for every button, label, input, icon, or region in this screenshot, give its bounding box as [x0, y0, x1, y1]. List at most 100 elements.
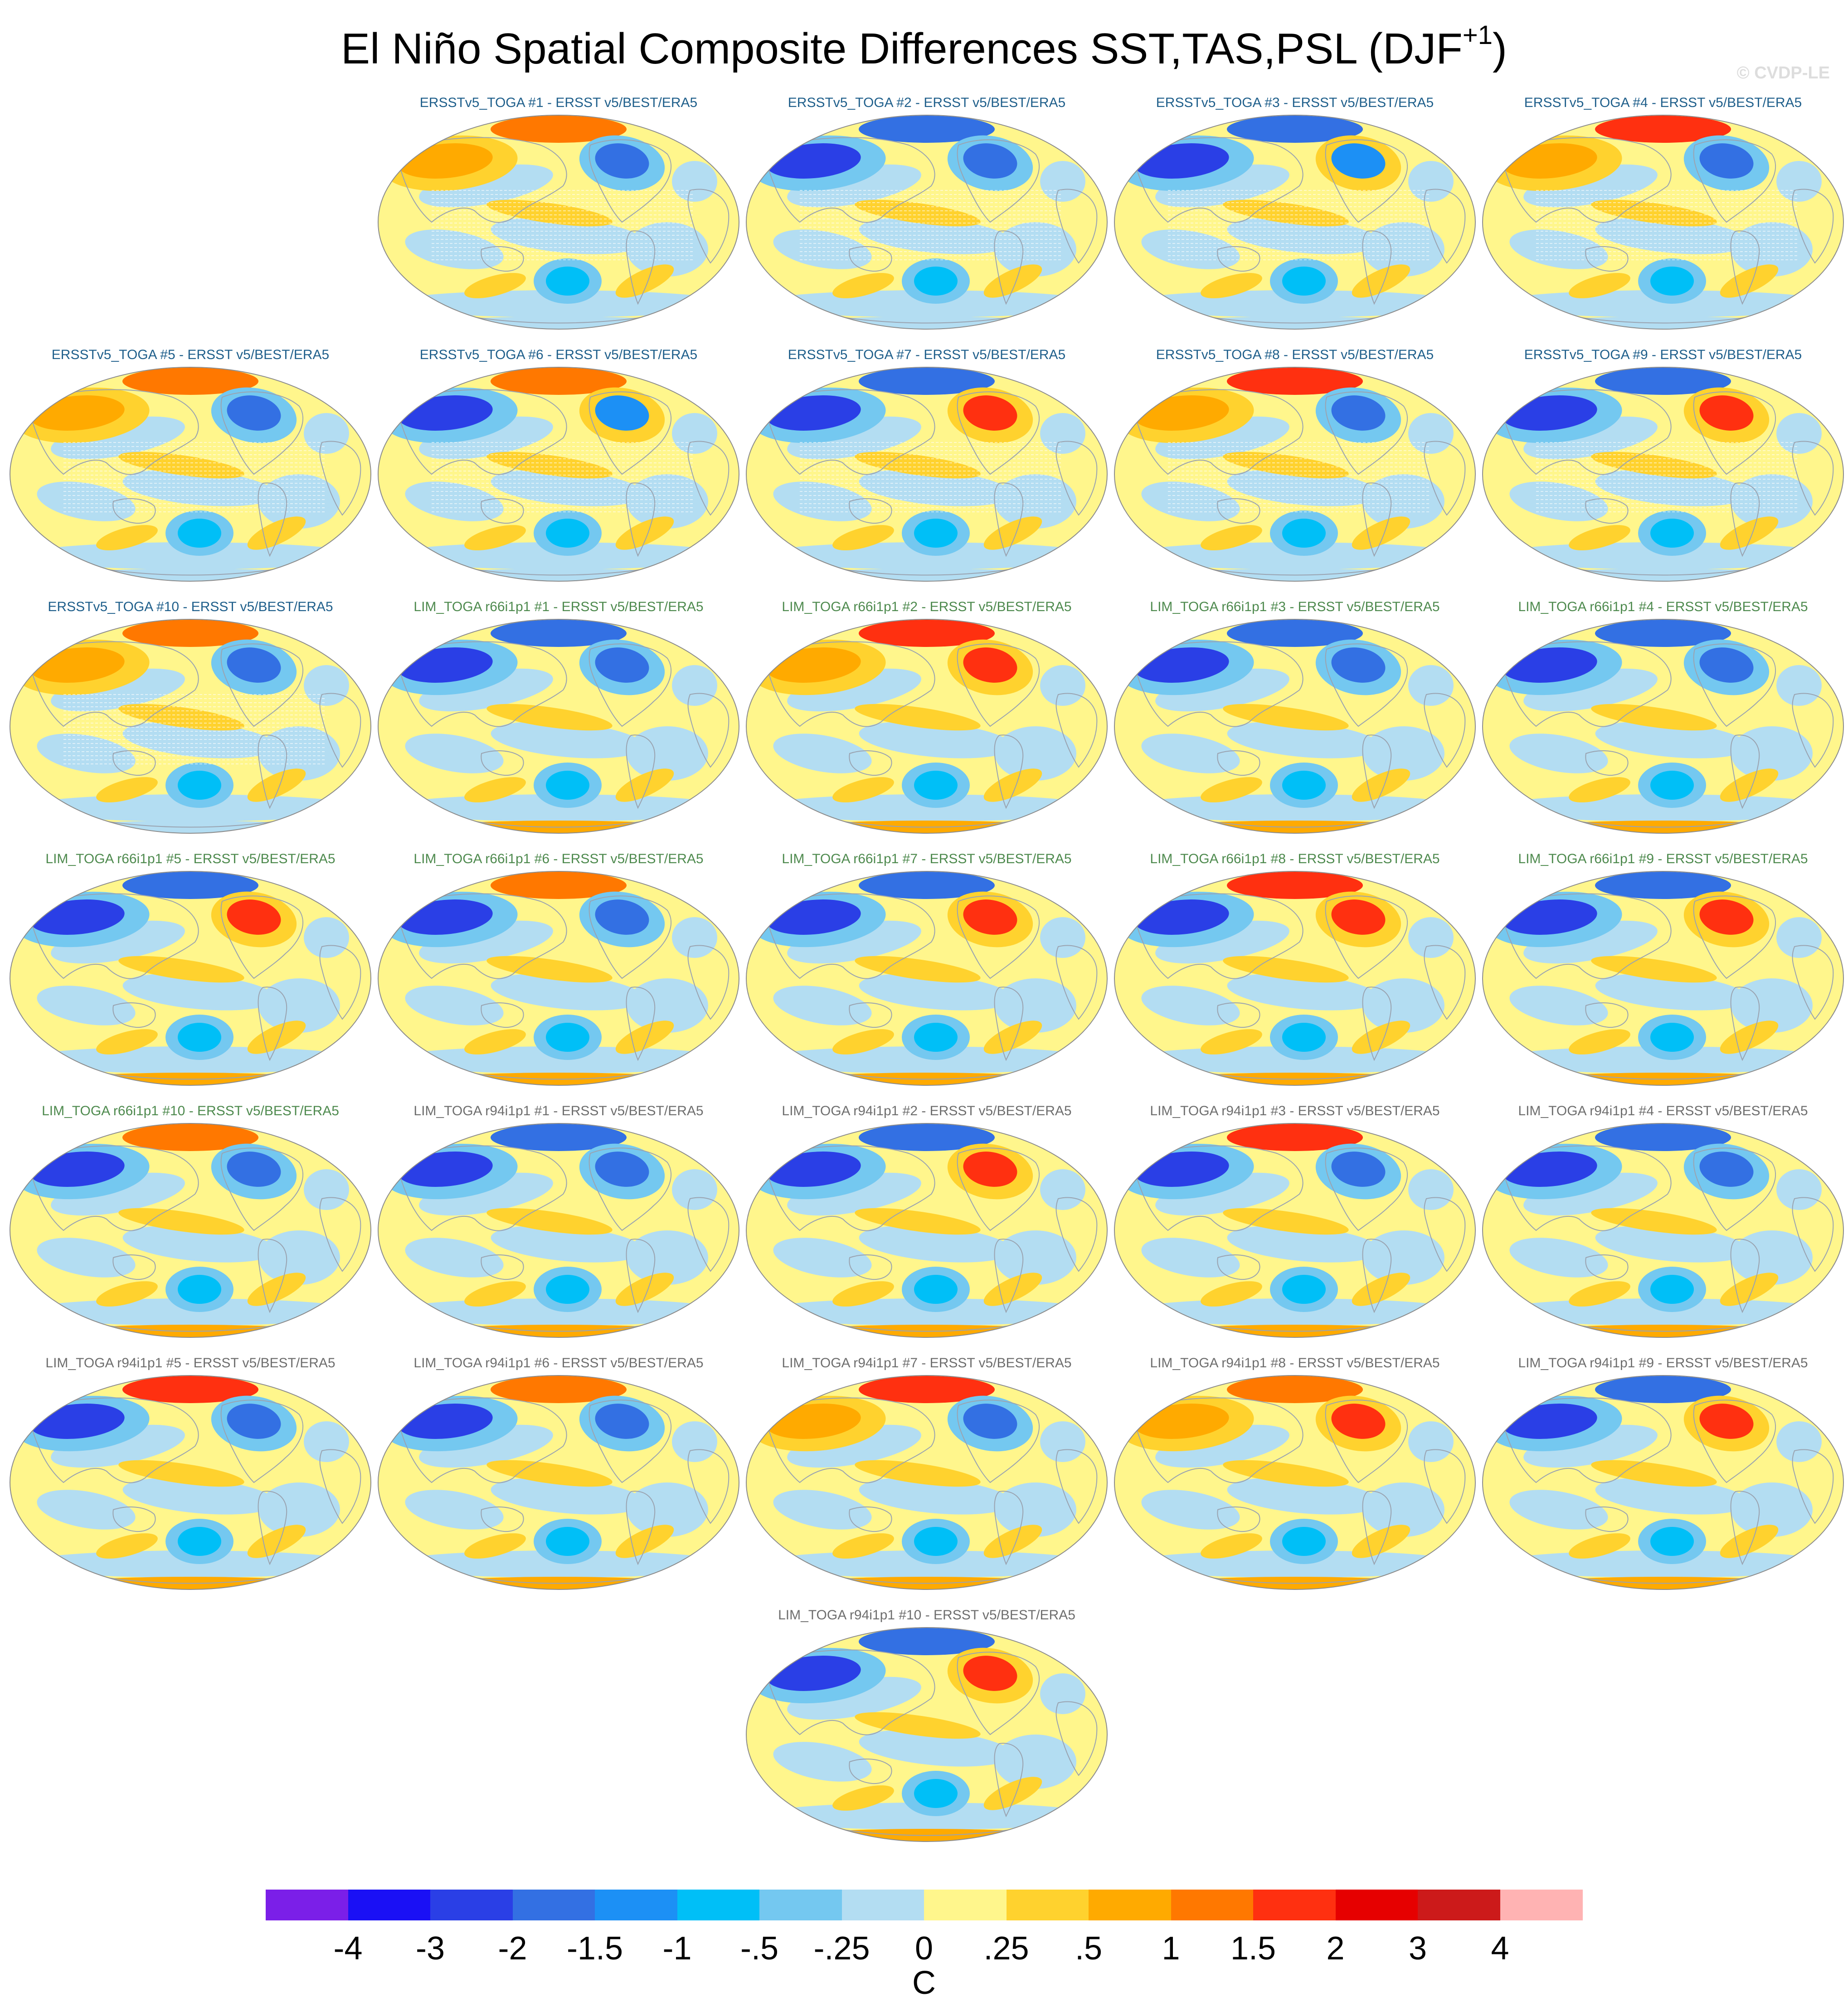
anomaly-south-pacific-cold	[914, 267, 958, 296]
coast-south-america	[1730, 230, 1760, 305]
anomaly-north-america	[1331, 899, 1386, 935]
anomaly-central-pacific	[491, 973, 645, 1011]
title-superscript: +1	[1462, 20, 1493, 50]
map-outline	[1114, 115, 1476, 330]
coast-africa	[1792, 693, 1834, 768]
coast-eurasia	[1499, 1145, 1672, 1231]
anomaly-south-atlantic	[1731, 726, 1813, 781]
anomaly-north-america	[963, 647, 1017, 683]
robinson-map	[10, 1375, 371, 1590]
coast-australia	[849, 1506, 892, 1532]
robinson-map	[746, 1123, 1108, 1338]
map-outline	[378, 1123, 739, 1338]
anomaly-arctic	[859, 1376, 995, 1403]
anomaly-north-america	[595, 395, 649, 431]
map-field	[378, 619, 739, 833]
anomaly-south-atlantic	[995, 222, 1076, 277]
anomaly-arctic	[1595, 116, 1731, 143]
map-panel: LIM_TOGA r94i1p1 #1 - ERSST v5/BEST/ERA5	[377, 1103, 740, 1343]
hatching-overlay	[63, 694, 326, 764]
anomaly-south-atlantic	[1731, 978, 1813, 1033]
map-panel: LIM_TOGA r66i1p1 #1 - ERSST v5/BEST/ERA5	[377, 598, 740, 839]
robinson-map	[10, 367, 371, 582]
colorbar-tick-label: 1.5	[1230, 1930, 1276, 1967]
anomaly-central-pacific	[1227, 469, 1381, 506]
anomaly-south-atlantic	[1363, 978, 1444, 1033]
anomaly-sw-pacific-warm	[464, 777, 526, 802]
panel-title: LIM_TOGA r66i1p1 #10 - ERSST v5/BEST/ERA…	[42, 1103, 339, 1118]
robinson-map	[1482, 367, 1844, 582]
anomaly-indian-ocean	[1509, 986, 1608, 1025]
colorbar-box	[1418, 1890, 1500, 1920]
map-field	[1114, 115, 1475, 329]
hatching-overlay	[800, 190, 1063, 260]
anomaly-nw-pacific	[419, 920, 553, 964]
anomaly-south-atlantic	[1363, 222, 1444, 277]
anomaly-nw-pacific	[787, 1172, 921, 1216]
anomaly-south-pacific-cold	[178, 1275, 221, 1304]
anomaly-south-atlantic	[995, 978, 1076, 1033]
map-panel: LIM_TOGA r66i1p1 #7 - ERSST v5/BEST/ERA5	[745, 850, 1108, 1091]
coast-australia	[481, 1002, 524, 1028]
anomaly-atlantic	[1040, 413, 1085, 454]
coast-south-america	[1730, 482, 1760, 557]
anomaly-indian-ocean	[1509, 1490, 1608, 1530]
coast-eurasia	[26, 1145, 199, 1231]
coast-south-america	[994, 230, 1024, 305]
map-outline	[1482, 115, 1844, 330]
coast-africa	[1055, 441, 1098, 516]
anomaly-se-pacific-warm	[615, 1021, 674, 1054]
robinson-map	[746, 871, 1108, 1086]
anomaly-north-america	[963, 1152, 1017, 1187]
robinson-map	[1114, 619, 1476, 834]
map-panel: LIM_TOGA r94i1p1 #10 - ERSST v5/BEST/ERA…	[745, 1607, 1108, 1847]
coast-eurasia	[394, 1397, 567, 1483]
anomaly-atlantic	[1408, 917, 1454, 958]
anomaly-nw-pacific	[1155, 1424, 1289, 1468]
anomaly-east-pacific-warm	[855, 1460, 981, 1487]
coast-eurasia	[394, 389, 567, 475]
coast-north-america	[1325, 139, 1408, 223]
anomaly-central-pacific	[859, 721, 1013, 758]
panel-title: ERSSTv5_TOGA #4 - ERSST v5/BEST/ERA5	[1524, 95, 1802, 110]
map-outline	[10, 619, 371, 834]
anomaly-indian-ocean	[1509, 734, 1608, 773]
coast-eurasia	[1499, 137, 1672, 223]
anomaly-atlantic	[1776, 917, 1822, 958]
map-panel: LIM_TOGA r66i1p1 #2 - ERSST v5/BEST/ERA5	[745, 598, 1108, 839]
anomaly-sw-pacific-warm	[1201, 1533, 1262, 1559]
anomaly-arctic	[1595, 1124, 1731, 1151]
map-panel: LIM_TOGA r66i1p1 #4 - ERSST v5/BEST/ERA5	[1482, 598, 1844, 839]
colorbar-box	[1089, 1890, 1171, 1920]
anomaly-south-atlantic	[627, 222, 708, 277]
anomaly-arctic	[1595, 872, 1731, 899]
anomaly-central-pacific	[122, 1225, 277, 1263]
anomaly-south-pacific-cold	[546, 1527, 589, 1556]
panel-title: ERSSTv5_TOGA #8 - ERSST v5/BEST/ERA5	[1156, 347, 1434, 362]
coast-eurasia	[763, 389, 935, 475]
anomaly-se-pacific-warm	[1720, 1021, 1779, 1054]
anomaly-arctic	[491, 116, 627, 143]
anomaly-east-pacific-warm	[1591, 704, 1717, 731]
anomaly-south-atlantic	[1363, 1230, 1444, 1285]
anomaly-south-atlantic	[627, 978, 708, 1033]
map-field	[378, 115, 739, 329]
map-panel: LIM_TOGA r94i1p1 #2 - ERSST v5/BEST/ERA5	[745, 1103, 1108, 1343]
coast-eurasia	[26, 893, 199, 979]
map-outline	[378, 619, 739, 834]
map-panel: ERSSTv5_TOGA #9 - ERSST v5/BEST/ERA5	[1482, 346, 1844, 587]
colorbar-tick-label: -4	[333, 1930, 363, 1967]
anomaly-arctic	[491, 368, 627, 395]
anomaly-atlantic	[1040, 1421, 1085, 1462]
anomaly-atlantic	[304, 1169, 349, 1210]
title-close-paren: )	[1493, 24, 1507, 73]
anomaly-indian-ocean	[1509, 1238, 1608, 1278]
colorbar-tick-label: 4	[1491, 1930, 1509, 1967]
coast-north-america	[1693, 643, 1776, 727]
anomaly-nw-pacific	[419, 416, 553, 460]
anomaly-central-pacific	[491, 469, 645, 506]
anomaly-south-pacific-cold	[1650, 519, 1694, 548]
robinson-map	[746, 115, 1108, 330]
map-panel: ERSSTv5_TOGA #3 - ERSST v5/BEST/ERA5	[1114, 94, 1476, 335]
coast-africa	[687, 945, 729, 1020]
